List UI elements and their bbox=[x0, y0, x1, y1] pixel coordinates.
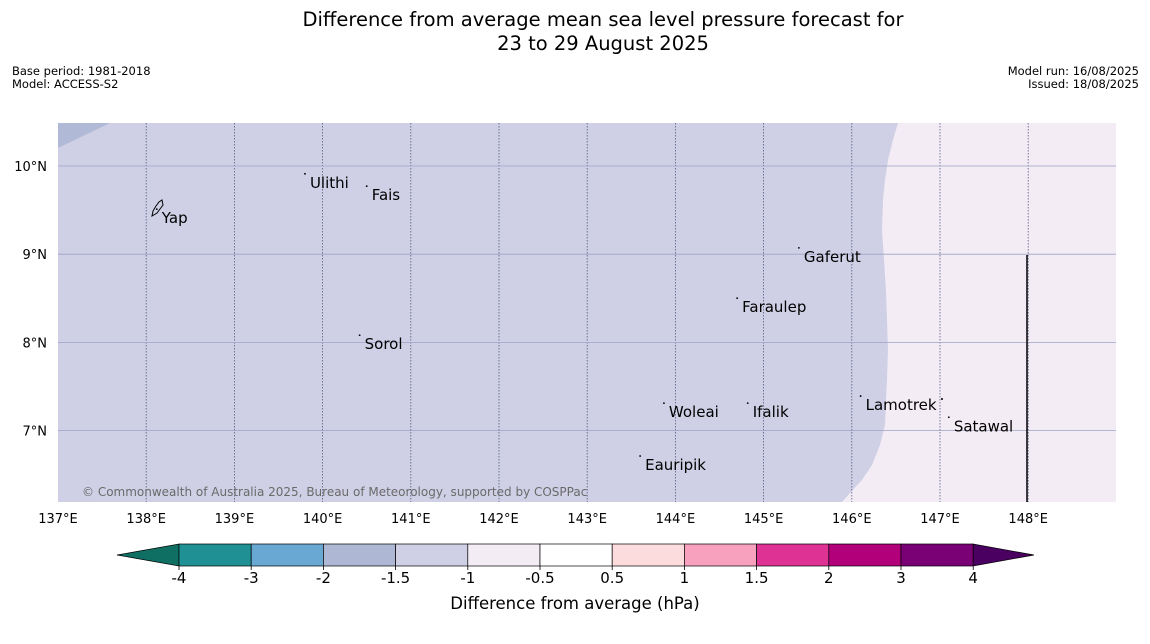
place-label: Fais bbox=[372, 186, 401, 204]
colorbar-segment bbox=[828, 543, 902, 567]
place-label: Eauripik bbox=[645, 456, 706, 474]
anomaly-field-minus-2 bbox=[58, 123, 110, 148]
colorbar-segment bbox=[323, 543, 396, 567]
colorbar-ticks: -4 -3 -2 -1.5 -1 -0.5 0.5 1 1.5 2 3 4 bbox=[172, 566, 978, 587]
meta-right: Model run: 16/08/2025 Issued: 18/08/2025 bbox=[1008, 65, 1139, 91]
colorbar-tick-label: 4 bbox=[968, 569, 978, 587]
colorbar-tick-label: 3 bbox=[896, 569, 906, 587]
model-run: Model run: 16/08/2025 bbox=[1007, 64, 1139, 78]
colorbar-segment bbox=[467, 543, 541, 567]
place-label: Faraulep bbox=[742, 298, 806, 316]
longitude-tick-label: 145°E bbox=[744, 512, 784, 527]
island-dot bbox=[941, 398, 943, 400]
longitude-tick-label: 137°E bbox=[38, 512, 78, 527]
colorbar-segments bbox=[116, 543, 1035, 567]
place-label: Ifalik bbox=[753, 403, 789, 421]
anomaly-field-minus-0-5 bbox=[842, 123, 1116, 502]
longitude-tick-label: 138°E bbox=[126, 512, 166, 527]
colorbar-segment bbox=[900, 543, 974, 567]
colorbar-segment bbox=[611, 543, 685, 567]
base-period: Base period: 1981-2018 bbox=[12, 64, 151, 78]
longitude-tick-label: 141°E bbox=[391, 512, 431, 527]
title-line-2: 23 to 29 August 2025 bbox=[497, 32, 709, 55]
place-marker bbox=[859, 395, 862, 397]
colorbar-tick-label: 1.5 bbox=[745, 569, 769, 587]
colorbar: -4 -3 -2 -1.5 -1 -0.5 0.5 1 1.5 2 3 4 bbox=[116, 543, 1035, 587]
place-label: Sorol bbox=[365, 335, 403, 353]
colorbar-tick-label: -2 bbox=[316, 569, 331, 587]
model-name: Model: ACCESS-S2 bbox=[12, 77, 119, 91]
longitude-tick-label: 144°E bbox=[656, 512, 696, 527]
longitude-tick-label: 143°E bbox=[567, 512, 607, 527]
colorbar-tick-label: -1.5 bbox=[381, 569, 410, 587]
map-field: © Commonwealth of Australia 2025, Bureau… bbox=[58, 123, 1116, 502]
colorbar-segment bbox=[178, 543, 252, 567]
colorbar-segment bbox=[250, 543, 324, 567]
place-marker bbox=[746, 402, 749, 405]
longitude-tick-label: 142°E bbox=[479, 512, 519, 527]
colorbar-segment bbox=[539, 543, 613, 567]
colorbar-tick-label: 0.5 bbox=[600, 569, 624, 587]
issued-date: Issued: 18/08/2025 bbox=[1028, 77, 1139, 91]
longitude-tick-label: 147°E bbox=[920, 512, 960, 527]
colorbar-extend-high bbox=[972, 543, 1035, 567]
colorbar-tick-label: -4 bbox=[172, 569, 187, 587]
place-marker bbox=[947, 416, 950, 419]
latitude-tick-label: 9°N bbox=[23, 248, 48, 263]
longitude-tick-label: 140°E bbox=[303, 512, 343, 527]
place-label: Lamotrek bbox=[866, 396, 937, 414]
place-marker bbox=[736, 297, 739, 300]
colorbar-tick-label: 2 bbox=[824, 569, 834, 587]
place-labels: Ulithi Fais Yap Gaferut Faraulep Sorol Lamotre… bbox=[155, 172, 1013, 474]
place-marker bbox=[797, 247, 800, 249]
longitude-tick-label: 139°E bbox=[215, 512, 255, 527]
colorbar-segment bbox=[684, 543, 757, 567]
place-label: Satawal bbox=[954, 417, 1013, 435]
meta-left: Base period: 1981-2018 Model: ACCESS-S2 bbox=[12, 65, 151, 91]
map-title: Difference from average mean sea level p… bbox=[0, 8, 1150, 56]
longitude-tick-label: 148°E bbox=[1008, 512, 1048, 527]
place-marker bbox=[155, 208, 158, 211]
place-label: Yap bbox=[161, 209, 188, 227]
pressure-anomaly-map: © Commonwealth of Australia 2025, Bureau… bbox=[14, 123, 1116, 527]
place-marker bbox=[358, 334, 361, 337]
colorbar-tick-label: -1 bbox=[460, 569, 475, 587]
latitude-tick-label: 10°N bbox=[14, 160, 47, 175]
latitude-tick-label: 7°N bbox=[23, 425, 48, 440]
longitude-tick-label: 146°E bbox=[832, 512, 872, 527]
place-marker bbox=[365, 185, 368, 188]
place-marker bbox=[663, 402, 665, 405]
place-label: Gaferut bbox=[804, 248, 861, 266]
colorbar-segment bbox=[756, 543, 830, 567]
colorbar-label: Difference from average (hPa) bbox=[450, 594, 700, 613]
axis-labels: 137°E 138°E 139°E 140°E 141°E 142°E 143°E 144°E… bbox=[14, 160, 1048, 527]
colorbar-tick-label: -0.5 bbox=[525, 569, 554, 587]
latitude-tick-label: 8°N bbox=[23, 336, 48, 351]
graticule bbox=[58, 123, 1116, 502]
place-marker bbox=[639, 455, 642, 457]
colorbar-tick-label: -3 bbox=[244, 569, 259, 587]
copyright-notice: © Commonwealth of Australia 2025, Bureau… bbox=[82, 485, 587, 499]
place-marker bbox=[304, 172, 306, 175]
colorbar-extend-low bbox=[116, 543, 180, 567]
place-label: Woleai bbox=[669, 403, 719, 421]
title-line-1: Difference from average mean sea level p… bbox=[302, 8, 904, 31]
place-label: Ulithi bbox=[310, 174, 349, 192]
yap-island-outline bbox=[151, 199, 164, 218]
colorbar-tick-label: 1 bbox=[680, 569, 690, 587]
colorbar-segment bbox=[395, 543, 469, 567]
